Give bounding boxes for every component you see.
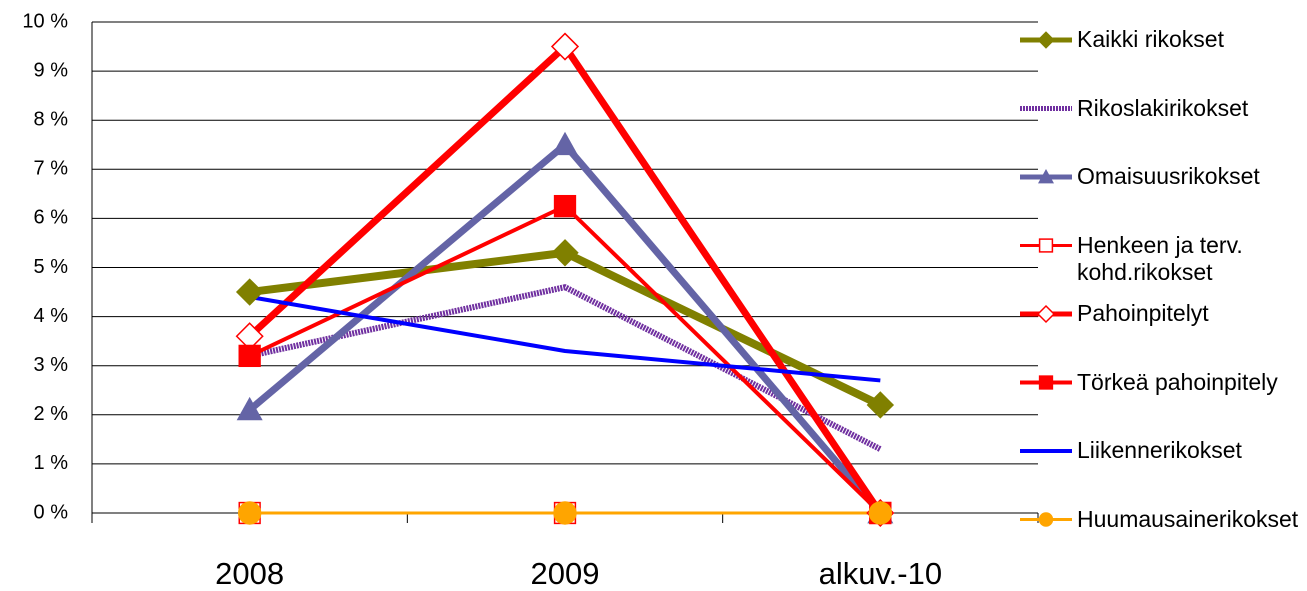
x-tick-label: alkuv.-10 (819, 556, 943, 591)
marker (552, 131, 578, 156)
marker (551, 239, 579, 267)
legend-label: Rikoslakirikokset (1077, 94, 1249, 121)
marker (1038, 238, 1054, 253)
legend-label: Omaisuusrikokset (1077, 163, 1260, 189)
marker (238, 344, 261, 368)
marker (1038, 375, 1054, 390)
x-tick-label: 2009 (531, 556, 600, 591)
legend-label: Liikennerikokset (1077, 437, 1242, 463)
marker (868, 501, 893, 525)
marker (236, 396, 263, 421)
marker (235, 278, 264, 306)
y-tick-label: 1 % (34, 452, 69, 474)
legend-label: Huumausainerikokset (1077, 505, 1299, 532)
legend-label: Pahoinpitelyt (1077, 300, 1209, 326)
marker (866, 391, 895, 419)
legend-label: Henkeen ja terv. kohd.rikokset (1077, 231, 1243, 285)
marker (1038, 512, 1054, 527)
legend-label: Törkeä pahoinpitely (1077, 368, 1278, 395)
marker (553, 501, 577, 525)
marker (1038, 169, 1054, 184)
y-tick-label: 7 % (34, 158, 69, 180)
y-tick-label: 4 % (34, 305, 69, 327)
y-tick-label: 6 % (34, 207, 69, 229)
x-tick-label: 2008 (215, 556, 284, 591)
y-tick-label: 5 % (34, 256, 69, 278)
marker (550, 32, 580, 61)
marker (1036, 304, 1056, 324)
y-tick-label: 2 % (34, 403, 69, 425)
marker (1037, 31, 1055, 49)
series-line (249, 294, 881, 383)
marker (553, 194, 577, 218)
y-tick-label: 9 % (34, 59, 69, 81)
y-tick-label: 10 % (22, 10, 68, 32)
legend-label: Kaikki rikokset (1077, 26, 1224, 52)
marker (237, 501, 262, 525)
y-tick-label: 0 % (34, 501, 69, 523)
y-tick-label: 3 % (34, 354, 69, 376)
y-tick-label: 8 % (34, 108, 69, 130)
